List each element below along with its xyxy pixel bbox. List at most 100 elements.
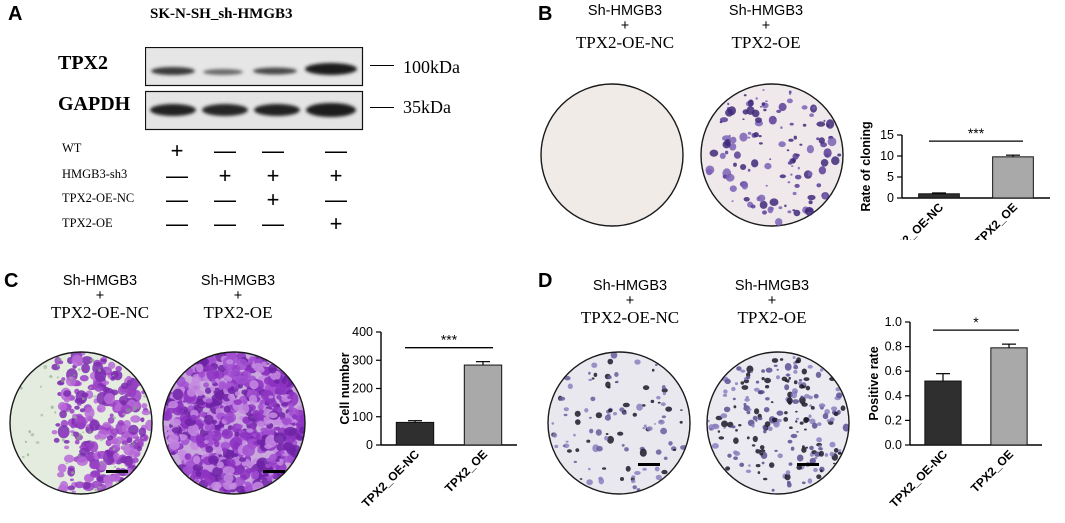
- cell-speck: [226, 458, 236, 468]
- sample-condition: TPX2-OE-NC: [50, 303, 150, 323]
- cell-speck: [133, 406, 137, 411]
- cell-speck: [241, 389, 248, 395]
- cell-speck: [59, 410, 67, 419]
- bar: [992, 156, 1034, 199]
- cell-speck: [115, 442, 121, 448]
- cell-speck: [588, 378, 593, 382]
- cell-speck: [793, 209, 801, 217]
- cell-speck: [763, 429, 767, 434]
- cell-speck: [265, 395, 276, 405]
- cell-speck: [598, 476, 603, 481]
- cell-speck: [833, 411, 839, 417]
- cell-speck: [787, 210, 792, 214]
- cell-speck: [622, 402, 630, 408]
- sample-label-d-left: Sh-HMGB3 + TPX2-OE-NC: [560, 278, 700, 327]
- cell-speck: [94, 488, 97, 491]
- cell-speck: [101, 358, 107, 363]
- cell-speck: [816, 437, 822, 443]
- cell-speck: [625, 465, 631, 472]
- cell-speck: [741, 181, 749, 190]
- cell-speck: [195, 435, 204, 444]
- cell-speck: [788, 462, 793, 466]
- cell-speck: [765, 184, 768, 187]
- significance-label: *: [973, 314, 979, 330]
- condition-mark: +: [218, 163, 232, 188]
- cell-speck: [731, 200, 734, 202]
- cell-speck: [808, 200, 813, 205]
- cell-speck: [221, 428, 233, 439]
- cell-speck: [770, 401, 774, 404]
- cell-speck: [122, 444, 126, 448]
- cell-speck: [226, 359, 234, 365]
- cell-speck: [208, 455, 219, 465]
- cell-speck: [799, 384, 805, 389]
- cell-speck: [203, 439, 209, 444]
- cell-speck: [767, 206, 774, 214]
- condition-mark: +: [329, 163, 343, 188]
- cell-speck: [741, 385, 749, 390]
- cell-speck: [563, 443, 570, 449]
- cell-speck: [771, 417, 778, 423]
- cell-speck: [668, 441, 673, 446]
- cell-speck: [283, 433, 296, 443]
- cell-speck: [69, 408, 75, 414]
- cell-speck: [130, 415, 141, 423]
- panel-label-d: D: [538, 270, 553, 292]
- cell-speck: [744, 398, 750, 402]
- cell-speck: [112, 374, 115, 377]
- cell-speck: [257, 462, 266, 469]
- cell-speck: [208, 431, 215, 436]
- cell-speck: [71, 354, 83, 367]
- cell-speck: [792, 356, 796, 359]
- cell-speck: [817, 422, 822, 426]
- cell-speck: [646, 426, 653, 431]
- cell-speck: [795, 410, 798, 413]
- cell-speck: [118, 395, 129, 405]
- cell-speck: [709, 149, 719, 157]
- cell-speck: [794, 183, 800, 188]
- cell-speck: [184, 418, 196, 427]
- cell-speck: [773, 364, 778, 367]
- cell-speck: [145, 419, 152, 432]
- condition-mark: —: [166, 211, 188, 236]
- condition-mark: +: [266, 187, 280, 212]
- cell-speck: [736, 366, 742, 371]
- cell-speck: [141, 403, 148, 409]
- western-blot-title: SK-N-SH_sh-HMGB3: [150, 6, 293, 22]
- cell-speck: [742, 118, 745, 120]
- cell-speck: [240, 469, 251, 480]
- cell-speck: [786, 149, 790, 152]
- y-tick-label: 0: [366, 438, 373, 452]
- y-tick-label: 300: [352, 353, 373, 367]
- sample-condition: TPX2-OE: [203, 303, 273, 323]
- condition-label-wt: WT: [62, 141, 82, 155]
- cell-speck: [295, 423, 301, 427]
- cell-speck: [172, 388, 184, 401]
- cell-speck: [751, 423, 755, 428]
- cell-speck: [816, 137, 820, 141]
- cell-speck: [787, 439, 793, 444]
- sample-plus: +: [767, 293, 777, 310]
- cell-speck: [634, 471, 641, 475]
- cell-speck: [734, 382, 739, 386]
- cell-speck: [771, 358, 779, 363]
- sample-condition: TPX2-OE: [737, 308, 807, 328]
- cell-speck: [660, 427, 667, 435]
- cell-speck: [136, 445, 142, 452]
- cell-speck: [642, 467, 647, 471]
- cell-speck: [746, 436, 750, 440]
- cell-speck: [776, 375, 780, 380]
- cell-speck: [586, 479, 593, 486]
- cell-speck: [575, 448, 580, 452]
- cell-speck: [805, 385, 811, 391]
- cell-speck: [608, 408, 613, 413]
- cell-speck: [711, 443, 719, 449]
- cell-speck: [78, 368, 81, 371]
- cell-speck: [662, 392, 666, 396]
- cell-speck: [589, 428, 594, 434]
- cell-speck: [596, 445, 603, 452]
- cell-speck: [97, 407, 102, 412]
- cell-speck: [727, 453, 732, 458]
- cell-speck: [20, 386, 23, 390]
- condition-mark: —: [325, 138, 347, 163]
